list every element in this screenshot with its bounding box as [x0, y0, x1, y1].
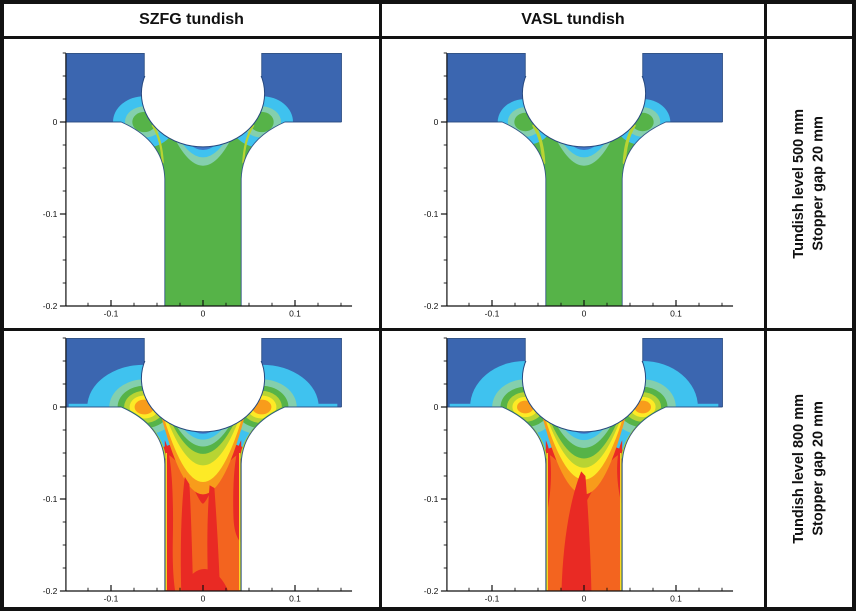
- x-tick-label: 0: [582, 308, 587, 318]
- plot-cell-vasl-500: 0 -0.1 -0.2 -0.1 0 0.1: [382, 39, 764, 328]
- column-header-szfg: SZFG tundish: [4, 4, 379, 36]
- y-tick-label: 0: [52, 402, 57, 412]
- y-tick-label: -0.1: [424, 209, 439, 219]
- contour-plot-szfg-level500: 0 -0.1 -0.2 -0.1 0 0.1: [42, 52, 352, 318]
- corner-header-cell: [767, 4, 852, 36]
- x-tick-label: 0.1: [670, 308, 682, 318]
- y-tick-label: -0.1: [42, 209, 57, 219]
- y-tick-label: -0.1: [424, 494, 439, 504]
- row-label-cell-500: Tundish level 500 mm Stopper gap 20 mm: [767, 39, 852, 328]
- contour-plot-szfg-level800: 0 -0.1 -0.2 -0.1 0 0.1: [42, 337, 352, 604]
- row-label-500: Tundish level 500 mm Stopper gap 20 mm: [790, 109, 829, 259]
- x-tick-label: -0.1: [485, 594, 500, 604]
- plot-cell-szfg-800: 0 -0.1 -0.2 -0.1 0 0.1: [4, 331, 379, 607]
- row-label-800-line2: Stopper gap 20 mm: [810, 401, 827, 537]
- row-label-500-line1: Tundish level 500 mm: [790, 108, 807, 259]
- x-tick-label: 0: [200, 308, 205, 318]
- y-tick-label: -0.2: [424, 586, 439, 596]
- y-tick-label: 0: [434, 402, 439, 412]
- plot-cell-szfg-500: 0 -0.1 -0.2 -0.1 0 0.1: [4, 39, 379, 328]
- column-header-szfg-label: SZFG tundish: [139, 11, 244, 28]
- x-tick-label: 0.1: [289, 594, 301, 604]
- column-header-vasl: VASL tundish: [382, 4, 764, 36]
- row-label-500-line2: Stopper gap 20 mm: [810, 116, 827, 251]
- row-label-800: Tundish level 800 mm Stopper gap 20 mm: [790, 394, 829, 544]
- y-tick-label: -0.2: [42, 301, 57, 311]
- x-tick-label: -0.1: [103, 594, 118, 604]
- plot-cell-vasl-800: 0 -0.1 -0.2 -0.1 0 0.1: [382, 331, 764, 607]
- x-tick-label: 0: [200, 594, 205, 604]
- x-tick-label: 0.1: [289, 308, 301, 318]
- x-tick-label: 0: [582, 594, 587, 604]
- y-tick-label: 0: [52, 117, 57, 127]
- row-label-cell-800: Tundish level 800 mm Stopper gap 20 mm: [767, 331, 852, 607]
- y-tick-label: -0.2: [424, 301, 439, 311]
- x-tick-label: -0.1: [103, 308, 118, 318]
- y-tick-label: -0.2: [42, 586, 57, 596]
- contour-plot-vasl-level500: 0 -0.1 -0.2 -0.1 0 0.1: [424, 52, 734, 318]
- y-tick-label: -0.1: [42, 494, 57, 504]
- y-tick-label: 0: [434, 117, 439, 127]
- x-tick-label: -0.1: [485, 308, 500, 318]
- column-header-vasl-label: VASL tundish: [521, 11, 625, 28]
- contour-plot-vasl-level800: 0 -0.1 -0.2 -0.1 0 0.1: [424, 337, 734, 604]
- row-label-800-line1: Tundish level 800 mm: [790, 394, 807, 544]
- x-tick-label: 0.1: [670, 594, 682, 604]
